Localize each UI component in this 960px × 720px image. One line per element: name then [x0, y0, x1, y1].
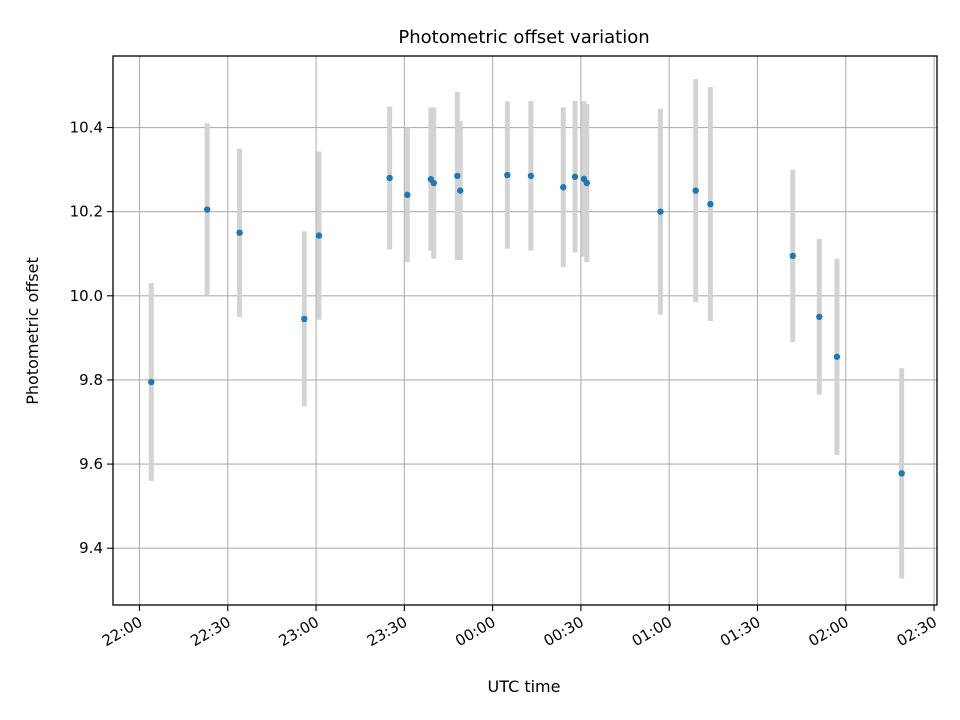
data-point — [583, 179, 590, 187]
data-point — [789, 252, 796, 260]
data-point — [504, 171, 511, 179]
x-axis-label: UTC time — [488, 677, 561, 696]
y-axis-ticks: 9.4 9.6 9.8 10.0 10.2 10.4 — [70, 119, 113, 557]
data-point — [454, 172, 461, 180]
y-tick-label: 9.4 — [79, 539, 103, 557]
data-point — [898, 470, 905, 477]
y-tick-label: 10.2 — [70, 203, 103, 221]
data-point — [236, 229, 243, 236]
data-point — [386, 174, 393, 182]
y-tick-label: 10.4 — [70, 119, 103, 137]
y-tick-label: 9.8 — [79, 371, 103, 389]
data-point — [707, 200, 714, 208]
grid-lines — [113, 56, 937, 605]
y-tick-label: 9.6 — [79, 455, 103, 473]
data-point — [457, 187, 464, 194]
data-point — [315, 232, 323, 239]
data-point — [833, 353, 841, 360]
data-point — [527, 172, 535, 180]
y-tick-label: 10.0 — [70, 287, 103, 305]
data-point — [657, 208, 664, 215]
data-point — [571, 173, 579, 180]
data-points — [148, 171, 905, 477]
data-point — [560, 184, 567, 191]
y-axis-label: Photometric offset — [23, 257, 42, 405]
data-point — [148, 378, 155, 386]
data-point — [430, 179, 437, 187]
data-point — [203, 206, 211, 213]
chart-title: Photometric offset variation — [398, 27, 649, 48]
data-point — [692, 187, 699, 194]
data-point — [404, 191, 411, 199]
data-point — [816, 313, 823, 321]
data-point — [301, 315, 308, 323]
plot-frame — [112, 55, 938, 606]
